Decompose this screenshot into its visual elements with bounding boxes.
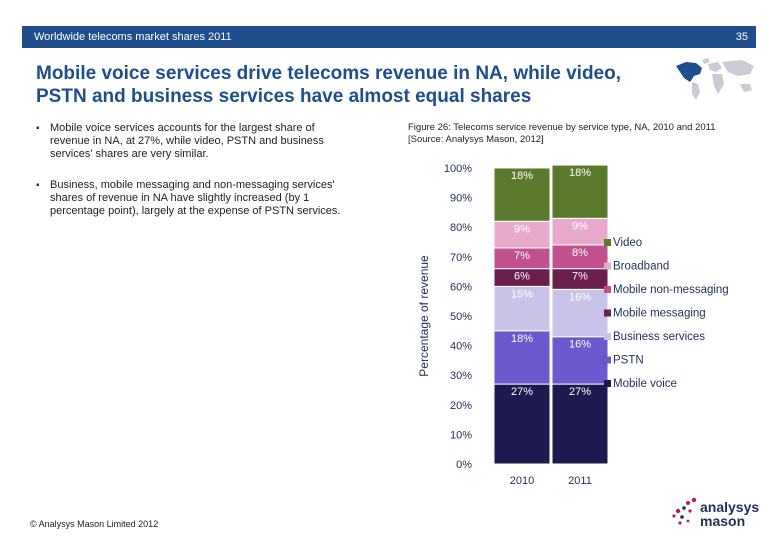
y-tick-label: 0% xyxy=(456,459,472,471)
data-label: 9% xyxy=(572,220,588,232)
data-label: 18% xyxy=(569,167,591,179)
bar-segment xyxy=(551,164,609,219)
legend-label: Mobile messaging xyxy=(613,308,706,320)
data-label: 6% xyxy=(514,271,530,283)
data-label: 18% xyxy=(511,170,533,182)
legend-label: Mobile non-messaging xyxy=(613,284,729,296)
stacked-bar-chart: Percentage of revenue 0% 10% 20% 30% 40% 50% 60… xyxy=(417,163,729,487)
y-tick-label: 20% xyxy=(450,400,472,412)
data-label: 27% xyxy=(511,386,533,398)
page-number: 35 xyxy=(735,31,748,43)
data-label: 18% xyxy=(511,333,533,345)
y-axis-label: Percentage of revenue xyxy=(417,255,431,377)
bullet-item: Mobile voice services accounts for the l… xyxy=(36,122,356,161)
y-tick-label: 60% xyxy=(450,281,472,293)
bar-segment xyxy=(493,167,551,222)
legend-swatch xyxy=(604,239,611,246)
y-tick-label: 10% xyxy=(450,429,472,441)
data-label: 8% xyxy=(572,247,588,259)
bullet-list: Mobile voice services accounts for the l… xyxy=(36,122,356,236)
legend-swatch xyxy=(604,356,611,364)
y-tick-label: 100% xyxy=(444,163,472,175)
y-tick-label: 80% xyxy=(450,222,472,234)
data-label: 16% xyxy=(569,339,591,351)
figure-caption-source: [Source: Analysys Mason, 2012] xyxy=(408,134,544,145)
legend-label: Mobile voice xyxy=(613,378,677,390)
section-title: Worldwide telecoms market shares 2011 xyxy=(34,31,232,43)
slide-title-line-1: Mobile voice services drive telecoms rev… xyxy=(36,63,622,84)
legend-label: Broadband xyxy=(613,261,669,273)
legend-swatch xyxy=(604,333,611,340)
y-tick-label: 90% xyxy=(450,193,472,205)
legend-label: Video xyxy=(613,237,642,249)
data-label: 7% xyxy=(572,271,588,283)
data-label: 9% xyxy=(514,223,530,235)
legend-label: Business services xyxy=(613,331,705,343)
legend-label: PSTN xyxy=(613,355,644,367)
figure-caption: Figure 26: Telecoms service revenue by s… xyxy=(408,122,748,146)
slide-title: Mobile voice services drive telecoms rev… xyxy=(36,62,676,108)
bar-segment xyxy=(551,383,609,465)
logo-text-line-2: mason xyxy=(700,513,746,529)
y-tick-label: 50% xyxy=(450,311,472,323)
y-tick-label: 40% xyxy=(450,341,472,353)
y-tick-label: 70% xyxy=(450,252,472,264)
logo-dots-icon xyxy=(672,497,697,525)
analysys-mason-logo: analysys mason xyxy=(670,494,760,530)
bar-segment xyxy=(493,383,551,465)
bullet-item: Business, mobile messaging and non-messa… xyxy=(36,179,356,218)
data-label: 27% xyxy=(569,386,591,398)
world-map-icon xyxy=(676,58,754,100)
header-bar: Worldwide telecoms market shares 2011 35 xyxy=(22,26,756,48)
legend-swatch xyxy=(604,286,611,293)
data-label: 16% xyxy=(569,291,591,303)
copyright-footer: © Analysys Mason Limited 2012 xyxy=(30,519,159,529)
figure-caption-title: Figure 26: Telecoms service revenue by s… xyxy=(408,122,716,133)
legend-swatch xyxy=(604,309,611,317)
slide-title-line-2: PSTN and business services have almost e… xyxy=(36,86,532,107)
data-label: 7% xyxy=(514,250,530,262)
legend-swatch xyxy=(604,262,611,270)
y-tick-label: 30% xyxy=(450,370,472,382)
bar-segment xyxy=(493,330,551,385)
x-tick-label: 2011 xyxy=(568,475,592,487)
x-tick-label: 2010 xyxy=(510,475,534,487)
bar-segment xyxy=(551,288,609,338)
bar-segment xyxy=(551,336,609,385)
logo-text-line-1: analysys xyxy=(700,499,760,515)
data-label: 15% xyxy=(511,288,533,300)
legend-swatch xyxy=(604,380,611,387)
